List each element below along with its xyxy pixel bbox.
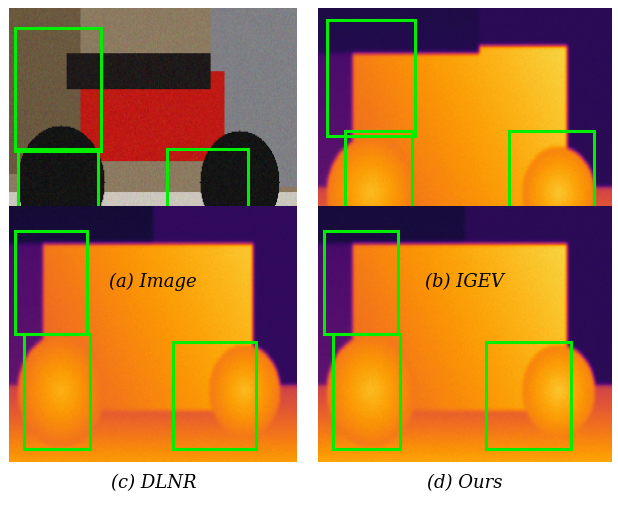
Text: (c) DLNR: (c) DLNR bbox=[111, 473, 196, 492]
Bar bbox=[333, 334, 400, 450]
Bar bbox=[15, 28, 101, 151]
Bar bbox=[15, 232, 87, 334]
Bar bbox=[173, 342, 256, 450]
Bar bbox=[23, 334, 90, 450]
Text: (d) Ours: (d) Ours bbox=[427, 473, 502, 492]
Bar bbox=[167, 149, 248, 257]
Bar bbox=[327, 20, 415, 136]
Text: (a) Image: (a) Image bbox=[109, 273, 197, 291]
Bar bbox=[345, 131, 412, 238]
Bar bbox=[509, 131, 595, 238]
Bar bbox=[324, 232, 397, 334]
Bar bbox=[486, 342, 571, 450]
Text: (b) IGEV: (b) IGEV bbox=[425, 273, 504, 291]
Bar bbox=[18, 149, 98, 257]
